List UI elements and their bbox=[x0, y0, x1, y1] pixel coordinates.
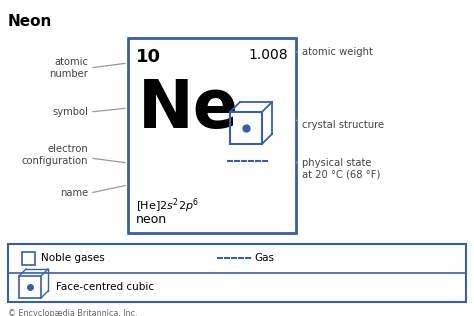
Text: Neon: Neon bbox=[8, 14, 52, 29]
Text: © Encyclopædia Britannica, Inc.: © Encyclopædia Britannica, Inc. bbox=[8, 309, 137, 316]
Text: crystal structure: crystal structure bbox=[302, 120, 384, 130]
Text: 1.008: 1.008 bbox=[248, 48, 288, 62]
Text: [He]2$s^2$2$p^6$: [He]2$s^2$2$p^6$ bbox=[136, 196, 199, 215]
Bar bbox=[128, 38, 296, 233]
Text: physical state
at 20 °C (68 °F): physical state at 20 °C (68 °F) bbox=[302, 158, 380, 179]
Text: neon: neon bbox=[136, 213, 167, 226]
Text: Ne: Ne bbox=[138, 76, 239, 142]
Text: electron
configuration: electron configuration bbox=[21, 144, 88, 166]
Text: symbol: symbol bbox=[52, 107, 88, 117]
Text: atomic
number: atomic number bbox=[49, 57, 88, 79]
Text: atomic weight: atomic weight bbox=[302, 47, 373, 57]
Text: 10: 10 bbox=[136, 48, 161, 66]
Bar bbox=[22, 252, 35, 265]
Text: name: name bbox=[60, 188, 88, 198]
Text: Noble gases: Noble gases bbox=[41, 253, 105, 263]
Text: Face-centred cubic: Face-centred cubic bbox=[56, 282, 154, 292]
Text: Gas: Gas bbox=[254, 253, 274, 263]
Bar bbox=[8, 244, 466, 302]
